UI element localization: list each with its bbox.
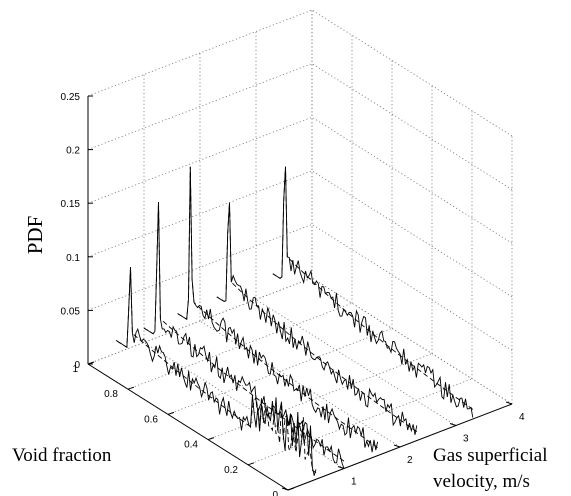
grid-line <box>311 277 513 405</box>
x-tick-mark <box>127 386 135 390</box>
pdf-fit-line <box>216 202 418 433</box>
x-tick-label: 0 <box>272 490 278 496</box>
x-tick-mark <box>167 411 175 415</box>
grid-line <box>87 116 313 204</box>
x-tick-label: 0.2 <box>224 465 238 476</box>
y-tick-mark <box>505 401 513 405</box>
grid-line <box>311 9 513 137</box>
grid-line <box>87 224 313 311</box>
pdf-measured-line <box>272 166 474 418</box>
grid-line <box>143 342 345 469</box>
pdf-fit-line <box>143 201 345 462</box>
grid-line <box>311 63 513 190</box>
pdf-curves <box>115 166 474 476</box>
y-tick-label: 4 <box>519 412 525 423</box>
y-tick-label: 1 <box>351 477 357 488</box>
z-tick-label: 0.05 <box>61 306 81 317</box>
x-tick-label: 0.8 <box>104 389 118 400</box>
z-tick-label: 0 <box>74 360 80 371</box>
y-tick-mark <box>281 487 289 491</box>
x-tick-mark <box>287 487 295 491</box>
pdf-series <box>272 166 474 418</box>
y-tick-label: 3 <box>463 434 469 445</box>
grid-line <box>311 116 513 244</box>
z-tick-label: 0.1 <box>66 253 80 264</box>
grid-line <box>311 170 513 298</box>
x-axis-label: Void fraction <box>12 445 112 466</box>
y-axis-label-line2: velocity, m/s <box>433 471 530 492</box>
y-tick-mark <box>337 466 345 469</box>
pdf-measured-line <box>177 166 379 453</box>
grid-line <box>167 328 393 415</box>
y-axis-label-line1: Gas superficial <box>433 445 547 466</box>
x-tick-mark <box>207 437 215 441</box>
grid-line <box>311 277 513 405</box>
y-tick-label: 2 <box>407 455 413 466</box>
y-tick-mark <box>393 444 401 448</box>
pdf-series <box>143 201 345 469</box>
pdf-series <box>115 267 317 476</box>
pdf-fit-line <box>177 166 378 448</box>
z-tick-label: 0.25 <box>61 92 81 103</box>
grid-line <box>87 9 313 97</box>
grid-line <box>87 63 313 150</box>
x-axis-line <box>87 363 289 491</box>
z-tick-label: 0.2 <box>66 146 80 157</box>
y-tick-mark <box>449 423 457 426</box>
x-tick-label: 0.4 <box>184 440 198 451</box>
pdf-series <box>177 166 379 453</box>
z-tick-label: 0.15 <box>61 199 81 210</box>
grid-line <box>311 224 513 351</box>
z-axis-label: PDF <box>23 216 47 255</box>
pdf-measured-line <box>143 201 345 469</box>
x-tick-label: 0.6 <box>144 414 158 425</box>
pdf-fit-line <box>272 166 474 410</box>
pdf-series <box>216 202 418 435</box>
pdf-measured-line <box>216 202 418 435</box>
grid-lines <box>87 9 513 491</box>
x-tick-label: 1 <box>72 364 78 375</box>
grid-line <box>87 277 313 365</box>
grid-line <box>87 170 313 258</box>
pdf-fit-line <box>115 267 317 474</box>
x-tick-mark <box>247 462 255 466</box>
